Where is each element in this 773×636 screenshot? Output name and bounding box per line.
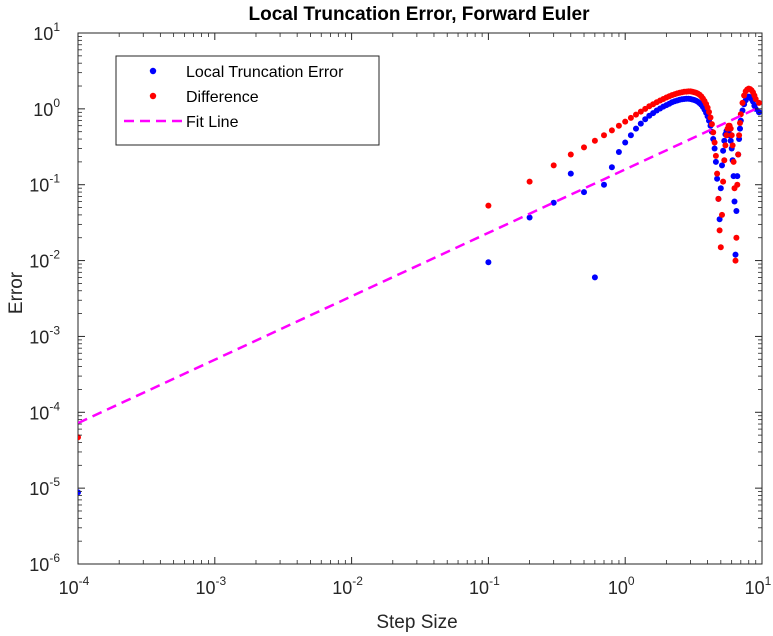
point-difference-50 bbox=[717, 244, 724, 251]
point-local-truncation-error-45 bbox=[711, 145, 718, 152]
point-difference-42 bbox=[707, 114, 714, 121]
point-difference-49 bbox=[716, 227, 723, 234]
point-difference-55 bbox=[723, 132, 730, 139]
point-difference-81 bbox=[756, 99, 762, 106]
point-difference-62 bbox=[730, 158, 737, 165]
point-local-truncation-error-53 bbox=[721, 137, 728, 144]
point-local-truncation-error-65 bbox=[733, 208, 740, 214]
point-difference-5 bbox=[581, 144, 587, 151]
point-local-truncation-error-52 bbox=[720, 147, 727, 154]
point-local-truncation-error-4 bbox=[567, 170, 574, 177]
y-tick-label-1: 10-5 bbox=[29, 475, 60, 499]
point-difference-8 bbox=[608, 127, 615, 134]
legend-swatch-difference bbox=[149, 92, 157, 100]
point-local-truncation-error-46 bbox=[712, 158, 719, 165]
point-difference-53 bbox=[721, 157, 728, 164]
point-difference-4 bbox=[567, 151, 574, 158]
y-tick-label-6: 100 bbox=[33, 96, 60, 120]
point-difference-10 bbox=[622, 118, 629, 125]
point-local-truncation-error-8 bbox=[608, 164, 615, 171]
legend-swatch-local-truncation-error bbox=[149, 67, 157, 75]
point-local-truncation-error-13 bbox=[637, 120, 644, 127]
y-tick-label-7: 101 bbox=[33, 20, 60, 44]
series-line-fit-line bbox=[78, 107, 757, 425]
point-difference-45 bbox=[711, 139, 718, 146]
y-tick-label-3: 10-3 bbox=[29, 323, 60, 347]
x-axis-label: Step Size bbox=[376, 612, 457, 633]
point-difference-48 bbox=[715, 195, 722, 202]
point-local-truncation-error-3 bbox=[550, 199, 557, 206]
point-local-truncation-error-10 bbox=[622, 139, 629, 146]
point-local-truncation-error-59 bbox=[727, 137, 734, 144]
point-local-truncation-error-12 bbox=[633, 125, 639, 132]
point-difference-65 bbox=[733, 234, 740, 241]
legend-label-local-truncation-error: Local Truncation Error bbox=[186, 64, 344, 81]
point-local-truncation-error-49 bbox=[716, 216, 723, 223]
point-difference-13 bbox=[637, 108, 644, 115]
point-difference-51 bbox=[719, 211, 725, 218]
point-difference-1 bbox=[485, 202, 492, 209]
point-local-truncation-error-63 bbox=[731, 198, 738, 205]
legend-label-fit-line: Fit Line bbox=[186, 114, 239, 131]
x-tick-label-3: 10-1 bbox=[469, 574, 500, 598]
point-difference-9 bbox=[615, 122, 622, 129]
point-difference-60 bbox=[728, 132, 735, 139]
x-tick-label-0: 10-4 bbox=[59, 574, 90, 598]
point-difference-59 bbox=[727, 125, 734, 132]
legend: Local Truncation Error Difference Fit Line bbox=[115, 55, 380, 146]
point-local-truncation-error-7 bbox=[601, 181, 607, 188]
y-tick-label-2: 10-4 bbox=[29, 399, 60, 423]
point-local-truncation-error-11 bbox=[627, 132, 634, 139]
point-difference-0 bbox=[78, 434, 81, 441]
x-tick-label-2: 10-2 bbox=[332, 574, 363, 598]
point-difference-54 bbox=[722, 142, 729, 149]
point-local-truncation-error-14 bbox=[642, 116, 649, 123]
legend-label-difference: Difference bbox=[186, 89, 259, 106]
point-difference-12 bbox=[633, 111, 639, 118]
x-tick-label-5: 101 bbox=[745, 574, 772, 598]
point-difference-11 bbox=[627, 114, 634, 121]
point-difference-52 bbox=[720, 178, 727, 185]
point-difference-7 bbox=[601, 132, 607, 139]
axis-ticks: 10-4 10-3 10-2 10-1 100 101 10-6 10-5 10-4 10-3 10… bbox=[29, 20, 771, 598]
point-difference-6 bbox=[591, 137, 598, 144]
point-local-truncation-error-5 bbox=[581, 189, 587, 196]
legend-box bbox=[115, 55, 380, 146]
point-difference-68 bbox=[736, 132, 743, 139]
point-difference-61 bbox=[729, 142, 736, 149]
point-difference-3 bbox=[550, 162, 557, 169]
point-difference-2 bbox=[526, 178, 533, 185]
point-difference-64 bbox=[732, 257, 739, 264]
point-difference-41 bbox=[706, 109, 712, 115]
point-local-truncation-error-66 bbox=[734, 173, 741, 180]
point-difference-66 bbox=[734, 181, 741, 188]
point-difference-71 bbox=[739, 99, 746, 106]
point-difference-47 bbox=[714, 170, 721, 177]
point-local-truncation-error-2 bbox=[526, 214, 533, 221]
point-difference-69 bbox=[737, 120, 743, 126]
point-local-truncation-error-6 bbox=[591, 274, 598, 281]
point-local-truncation-error-69 bbox=[737, 125, 743, 132]
chart-title: Local Truncation Error, Forward Euler bbox=[248, 4, 590, 25]
y-tick-label-4: 10-2 bbox=[29, 248, 60, 272]
point-local-truncation-error-50 bbox=[717, 185, 724, 192]
y-axis-label: Error bbox=[6, 271, 27, 314]
axes-box bbox=[77, 32, 763, 565]
point-local-truncation-error-51 bbox=[719, 162, 725, 169]
y-tick-label-0: 10-6 bbox=[29, 551, 60, 575]
point-local-truncation-error-1 bbox=[485, 259, 492, 266]
point-difference-43 bbox=[708, 121, 715, 128]
point-local-truncation-error-0 bbox=[78, 489, 81, 496]
point-difference-46 bbox=[712, 152, 719, 159]
point-difference-44 bbox=[710, 129, 717, 136]
y-tick-label-5: 10-1 bbox=[29, 172, 60, 196]
x-tick-label-1: 10-3 bbox=[195, 574, 226, 598]
point-local-truncation-error-47 bbox=[714, 175, 721, 182]
point-local-truncation-error-9 bbox=[615, 149, 622, 155]
x-tick-label-4: 100 bbox=[608, 574, 635, 598]
point-difference-67 bbox=[735, 151, 742, 158]
point-local-truncation-error-64 bbox=[732, 251, 739, 258]
